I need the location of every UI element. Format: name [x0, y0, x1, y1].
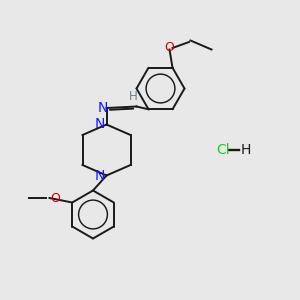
- Text: N: N: [95, 169, 105, 182]
- Text: N: N: [95, 118, 105, 131]
- Text: H: H: [128, 90, 137, 104]
- Text: O: O: [50, 191, 60, 205]
- Text: Cl: Cl: [216, 143, 230, 157]
- Text: H: H: [241, 143, 251, 157]
- Text: N: N: [98, 101, 108, 115]
- Text: O: O: [165, 40, 174, 54]
